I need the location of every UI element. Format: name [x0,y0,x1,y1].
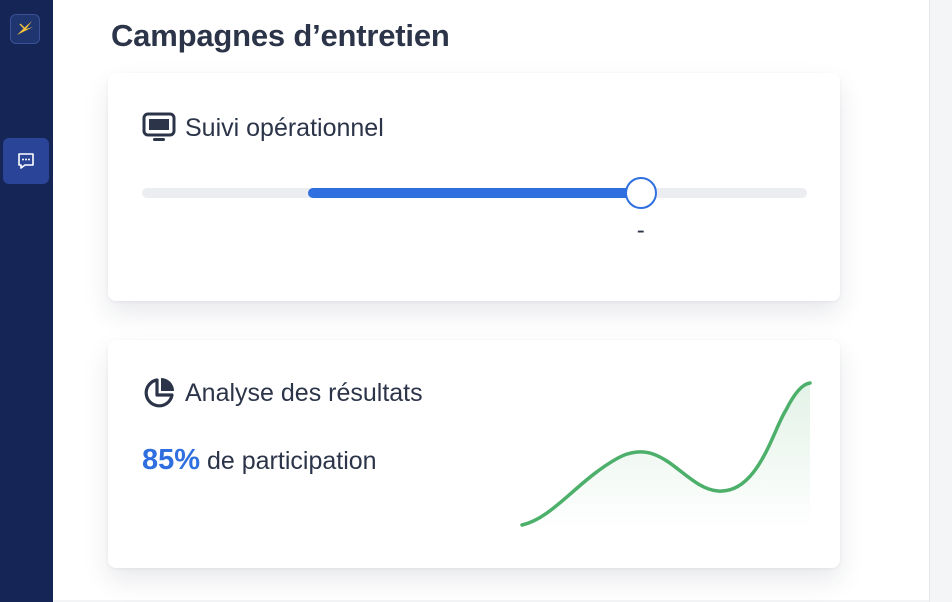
slider-fill [308,188,641,198]
page-title: Campagnes d’entretien [111,18,450,53]
right-scroll-gutter [929,0,952,602]
slider-value-label: - [636,217,645,244]
slider-thumb[interactable] [624,177,657,209]
sidebar [0,0,53,602]
tracking-card: Suivi opérationnel - [108,73,840,301]
main-content: Campagnes d’entretien Suivi opérationnel… [53,0,929,600]
participation-stat: 85% de participation [142,444,377,477]
analysis-card-title: Analyse des résultats [185,378,423,407]
pie-chart-icon [144,378,174,408]
sparkline-area [522,383,810,530]
chat-bubble-icon [18,153,34,169]
tracking-card-title: Suivi opérationnel [185,113,384,142]
participation-label: de participation [207,447,377,475]
sparkline-line [520,381,812,527]
analysis-card: Analyse des résultats 85% de participati… [108,340,840,568]
analysis-card-header: Analyse des résultats [142,376,423,410]
monitor-icon [142,112,176,141]
progress-slider[interactable] [142,177,807,209]
sidebar-item-chat[interactable] [3,138,49,184]
tracking-card-header: Suivi opérationnel [142,111,384,145]
participation-value: 85% [142,444,201,476]
bird-logo-icon[interactable] [10,14,40,44]
participation-sparkline [520,381,812,530]
